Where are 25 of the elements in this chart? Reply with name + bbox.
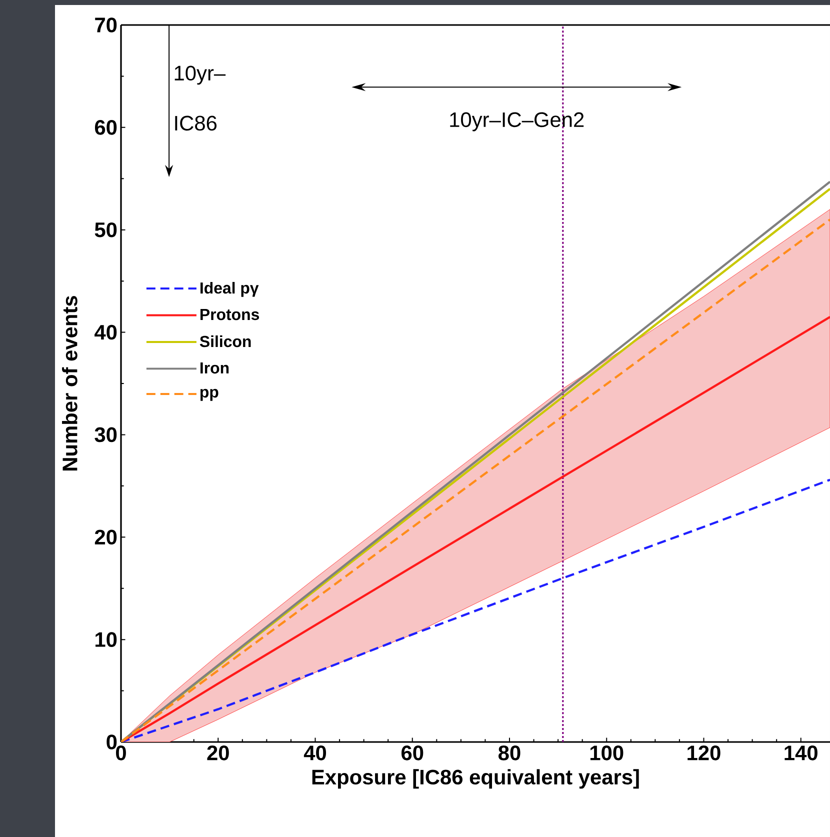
legend-label: Silicon — [200, 335, 251, 348]
y-tick-label: 60 — [94, 120, 117, 135]
x-tick-label: 20 — [207, 746, 229, 760]
x-axis-title: Exposure [IC86 equivalent years] — [312, 769, 639, 789]
x-tick-label: 40 — [304, 746, 326, 760]
x-tick-label: 60 — [402, 746, 424, 760]
x-tick-label: 80 — [498, 746, 520, 760]
y-tick-label: 10 — [96, 632, 117, 647]
y-tick-label: 40 — [94, 324, 117, 340]
y-tick-label: 30 — [94, 427, 117, 442]
x-tick-label: 140 — [784, 746, 818, 760]
legend-label: Ideal pγ — [200, 282, 259, 297]
y-axis-title: Number of events — [62, 296, 78, 470]
legend-label: Iron — [200, 362, 229, 374]
y-tick-label: 70 — [95, 18, 117, 32]
x-tick-label: 120 — [688, 746, 720, 760]
annotation: IC86 — [175, 116, 217, 131]
legend-label: pp — [200, 388, 218, 401]
annotation: 10yr– — [174, 66, 226, 85]
y-tick-label: 0 — [106, 734, 117, 750]
annotation: 10yr–IC–Gen2 — [450, 112, 584, 132]
y-tick-label: 20 — [94, 530, 117, 545]
x-tick-label: 100 — [590, 746, 624, 760]
legend-label: Protons — [200, 308, 260, 320]
y-tick-label: 50 — [94, 222, 117, 238]
